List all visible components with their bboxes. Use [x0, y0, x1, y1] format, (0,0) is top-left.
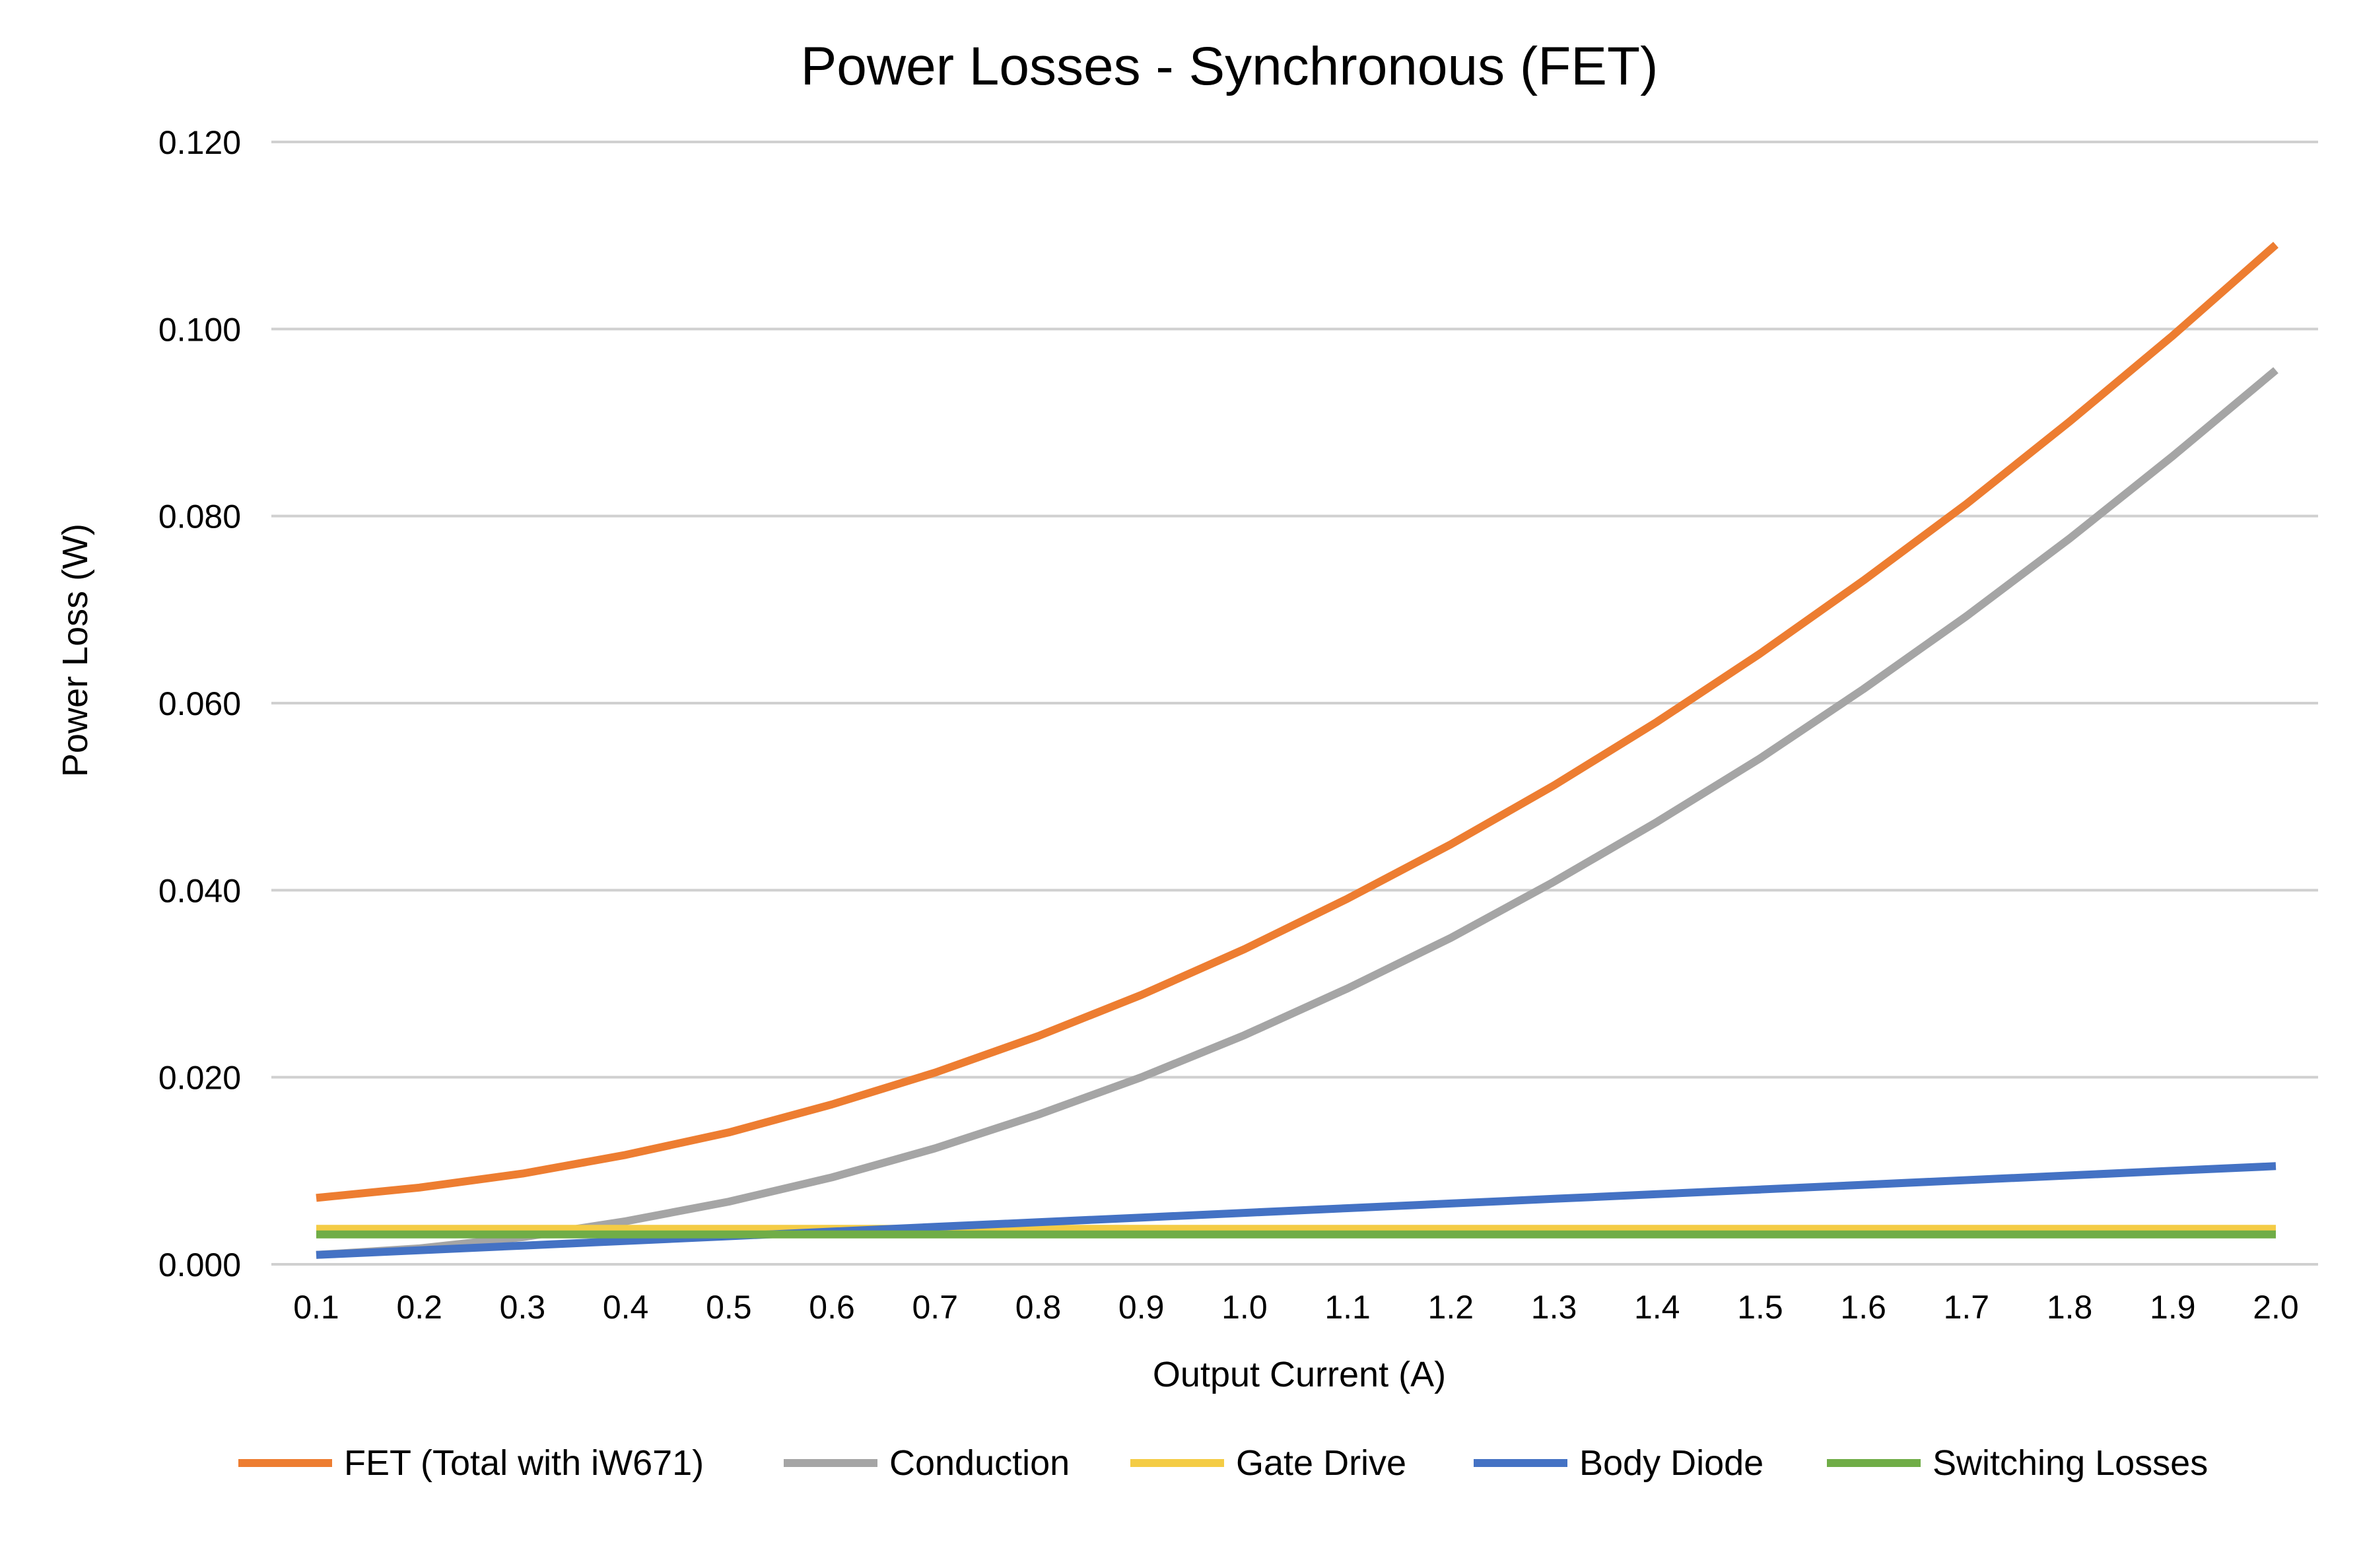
x-tick-label: 1.0	[1221, 1289, 1268, 1326]
x-tick-label: 0.2	[396, 1289, 442, 1326]
x-tick-label: 1.1	[1324, 1289, 1371, 1326]
x-tick-label: 1.8	[2047, 1289, 2093, 1326]
x-tick-label: 1.6	[1840, 1289, 1886, 1326]
y-tick-label: 0.020	[158, 1060, 241, 1097]
series-line-conduction	[316, 367, 2278, 1259]
legend-item: Conduction	[784, 1443, 1070, 1483]
x-tick-label: 1.3	[1531, 1289, 1577, 1326]
legend-item: Body Diode	[1474, 1443, 1764, 1483]
legend-label: Conduction	[889, 1443, 1070, 1483]
gridlines	[271, 141, 2318, 1266]
y-tick-label: 0.120	[158, 124, 241, 161]
x-tick-label: 0.4	[603, 1289, 649, 1326]
series-line-body-diode	[316, 1162, 2277, 1259]
x-tick-label: 0.7	[912, 1289, 959, 1326]
x-axis-title: Output Current (A)	[1153, 1355, 1446, 1394]
x-tick-label: 1.4	[1634, 1289, 1680, 1326]
y-tick-label: 0.060	[158, 685, 241, 722]
legend-label: Gate Drive	[1236, 1443, 1406, 1483]
y-tick-label: 0.040	[158, 872, 241, 909]
x-tick-label: 2.0	[2253, 1289, 2299, 1326]
x-tick-label: 0.5	[706, 1289, 752, 1326]
legend-item: Switching Losses	[1827, 1443, 2208, 1483]
legend-label: FET (Total with iW671)	[344, 1443, 704, 1483]
x-tick-label: 0.9	[1118, 1289, 1165, 1326]
y-tick-label: 0.080	[158, 498, 241, 535]
legend-label: Switching Losses	[1933, 1443, 2208, 1483]
y-tick-labels: 0.000 0.020 0.040 0.060 0.080 0.100 0.120	[158, 124, 241, 1283]
legend-label: Body Diode	[1579, 1443, 1764, 1483]
y-tick-label: 0.100	[158, 311, 241, 348]
y-tick-label: 0.000	[158, 1246, 241, 1283]
x-tick-label: 0.8	[1015, 1289, 1062, 1326]
series-line-fet-total-with-iw671	[316, 242, 2278, 1202]
legend-item: FET (Total with iW671)	[238, 1443, 704, 1483]
x-tick-label: 0.1	[293, 1289, 339, 1326]
x-tick-label: 0.3	[500, 1289, 546, 1326]
chart-title: Power Losses - Synchronous (FET)	[801, 36, 1659, 96]
x-tick-label: 0.6	[809, 1289, 855, 1326]
x-tick-label: 1.9	[2150, 1289, 2196, 1326]
legend-item: Gate Drive	[1130, 1443, 1406, 1483]
x-tick-label: 1.2	[1428, 1289, 1474, 1326]
y-axis-title: Power Loss (W)	[55, 524, 95, 777]
series-lines	[316, 242, 2278, 1259]
x-tick-labels: 0.1 0.2 0.3 0.4 0.5 0.6 0.7 0.8 0.9 1.0 1.1 1.2 1.3 1…	[293, 1289, 2299, 1326]
legend: FET (Total with iW671) Conduction Gate Dri…	[238, 1443, 2208, 1483]
x-tick-label: 1.5	[1737, 1289, 1783, 1326]
x-tick-label: 1.7	[1944, 1289, 1990, 1326]
